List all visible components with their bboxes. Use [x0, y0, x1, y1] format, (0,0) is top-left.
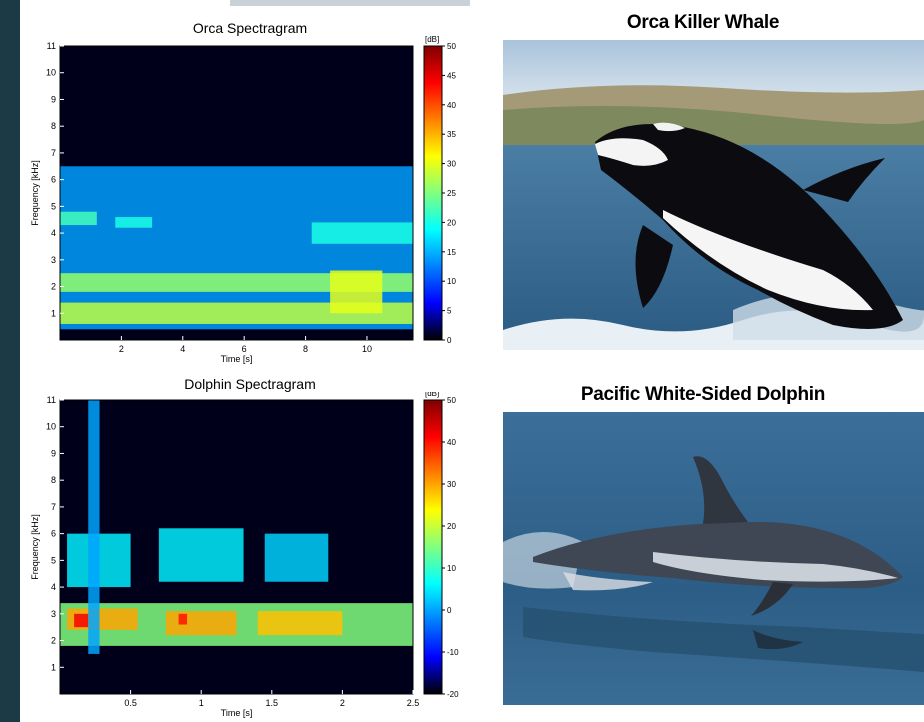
y-tick-label: 5 [51, 201, 56, 211]
colorbar-tick-label: 0 [447, 606, 452, 615]
y-tick-label: 4 [51, 228, 56, 238]
colorbar-unit: [dB] [425, 36, 439, 44]
colorbar-tick-label: 50 [447, 396, 456, 405]
y-tick-label: 8 [51, 475, 56, 485]
colorbar-tick-label: 5 [447, 307, 452, 316]
y-tick-label: 8 [51, 121, 56, 131]
spectral-bands [60, 400, 413, 654]
colorbar [423, 399, 443, 695]
spectral-bands [60, 166, 413, 330]
colorbar-tick-label: 50 [447, 42, 456, 51]
top-strip [230, 0, 470, 6]
spectral-band [88, 400, 100, 654]
colorbar-tick-label: 30 [447, 480, 456, 489]
dolphin-chart-title: Dolphin Spectragram [184, 376, 316, 392]
colorbar-tick-label: 45 [447, 71, 456, 80]
spectral-band [178, 613, 188, 625]
spectral-band [330, 270, 383, 314]
x-axis-label: Time [s] [221, 708, 253, 718]
y-tick-label: 3 [51, 609, 56, 619]
x-tick-label: 2.5 [407, 698, 420, 708]
y-tick-label: 1 [51, 662, 56, 672]
y-tick-label: 6 [51, 529, 56, 539]
colorbar-tick-label: 0 [447, 336, 452, 345]
orca-photo-title: Orca Killer Whale [626, 12, 780, 33]
slide: Orca Spectragram 2 4 6 8 10 1 2 3 4 5 6 7 8 9 10 11 Time… [20, 0, 924, 722]
x-tick-label: 4 [180, 344, 185, 354]
y-tick-label: 9 [51, 94, 56, 104]
y-tick-label: 11 [47, 41, 56, 51]
spectral-band [60, 273, 413, 292]
spectral-band [165, 611, 237, 636]
y-tick-label: 5 [51, 555, 56, 565]
spectral-band [264, 533, 329, 582]
plot-frame [59, 399, 414, 695]
colorbar-tick-label: 40 [447, 438, 456, 447]
y-axis-label: Frequency [kHz] [30, 160, 40, 226]
spectral-band [74, 613, 89, 628]
colorbar-tick-label: 25 [447, 189, 456, 198]
colorbar-tick-label: 10 [447, 564, 456, 573]
dolphin-photo [503, 412, 924, 705]
orca-chart-title: Orca Spectragram [192, 20, 308, 36]
colorbar [423, 45, 443, 341]
dolphin-photo-title: Pacific White-Sided Dolphin [580, 384, 826, 405]
spectral-band [115, 217, 153, 228]
y-tick-label: 2 [51, 636, 56, 646]
y-tick-label: 9 [51, 448, 56, 458]
y-tick-label: 6 [51, 175, 56, 185]
spectral-band [257, 611, 343, 636]
x-tick-label: 1 [199, 698, 204, 708]
dolphin-spectrogram-chart: 0.5 1 1.5 2 2.5 1 2 3 4 5 6 7 8 9 10 11 Time [s] Frequenc… [30, 392, 459, 718]
y-tick-label: 7 [51, 502, 56, 512]
spectral-band [158, 528, 244, 582]
colorbar-tick-label: 35 [447, 130, 456, 139]
spectral-band [311, 222, 413, 244]
y-tick-label: 10 [46, 68, 56, 78]
colorbar-unit: [dB] [425, 392, 439, 398]
x-tick-label: 8 [303, 344, 308, 354]
x-tick-label: 1.5 [266, 698, 279, 708]
x-tick-label: 2 [119, 344, 124, 354]
colorbar-tick-label: 20 [447, 522, 456, 531]
y-tick-label: 2 [51, 282, 56, 292]
colorbar-tick-label: 15 [447, 248, 456, 257]
y-tick-label: 3 [51, 255, 56, 265]
plot-frame [59, 45, 414, 341]
x-tick-label: 2 [340, 698, 345, 708]
colorbar-tick-label: -10 [447, 648, 459, 657]
y-tick-label: 11 [47, 395, 56, 405]
y-tick-label: 10 [46, 422, 56, 432]
orca-photo [503, 40, 924, 350]
y-axis-label: Frequency [kHz] [30, 514, 40, 580]
y-tick-label: 4 [51, 582, 56, 592]
colorbar-tick-label: 20 [447, 218, 456, 227]
colorbar-tick-label: 10 [447, 277, 456, 286]
spectral-band [60, 302, 413, 324]
y-tick-label: 7 [51, 148, 56, 158]
x-tick-label: 0.5 [124, 698, 137, 708]
colorbar-tick-label: 30 [447, 160, 456, 169]
colorbar-tick-label: 40 [447, 101, 456, 110]
colorbar-tick-label: -20 [447, 690, 459, 699]
spectral-band [60, 211, 97, 226]
x-tick-label: 10 [362, 344, 372, 354]
x-tick-label: 6 [242, 344, 247, 354]
y-tick-label: 1 [51, 308, 56, 318]
x-axis-label: Time [s] [221, 354, 253, 364]
